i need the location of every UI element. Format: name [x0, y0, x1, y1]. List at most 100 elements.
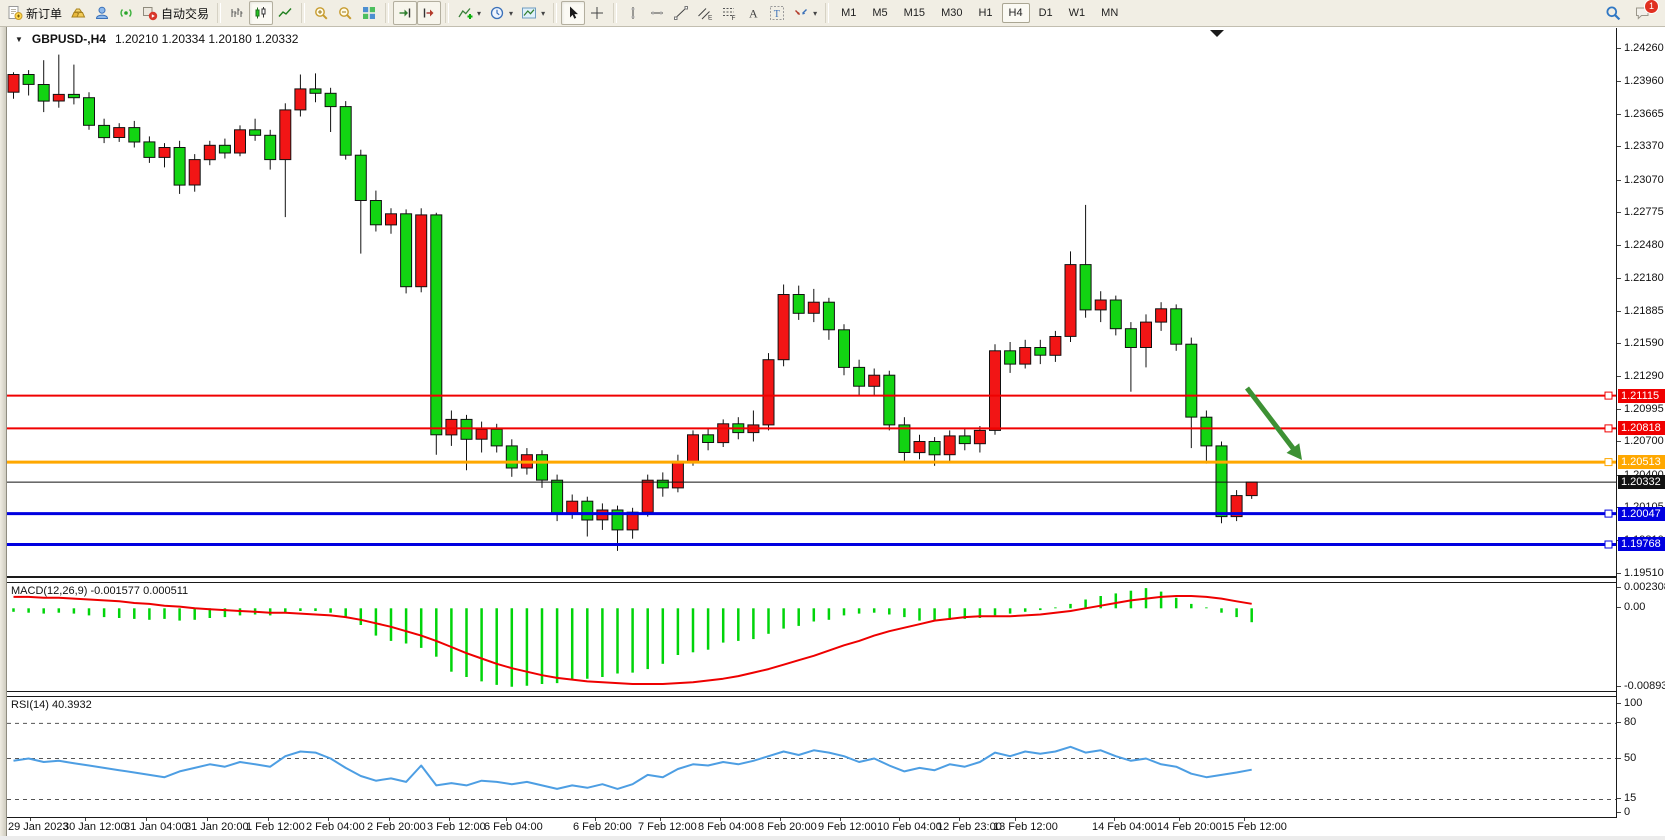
price-axis-tick-label: 1.19510	[1624, 567, 1664, 579]
time-axis-label: 6 Feb 20:00	[573, 821, 632, 833]
price-level-label: 1.20332	[1618, 475, 1665, 490]
timeframe-mn-button[interactable]: MN	[1101, 7, 1119, 19]
timeframe-w1-button[interactable]: W1	[1068, 7, 1086, 19]
time-axis-label: 2 Feb 04:00	[306, 821, 365, 833]
price-axis-tick-label: 1.22775	[1624, 206, 1664, 219]
window-left-edge	[0, 27, 7, 840]
indicator-axis-label: 0.002308	[1624, 581, 1665, 593]
indicator-axis-label: 15	[1624, 792, 1637, 805]
templates-icon	[522, 7, 537, 19]
annotation-arrow[interactable]	[1245, 386, 1298, 454]
macd-svg[interactable]	[7, 583, 1616, 691]
symbol-dropdown-icon[interactable]: ▼	[15, 34, 23, 44]
main-chart-canvas[interactable]: ▼ GBPUSD-,H4 1.20210 1.20334 1.20180 1.2…	[7, 28, 1616, 578]
price-axis-tick-label: 1.21885	[1624, 304, 1664, 317]
vertical-line-button[interactable]	[621, 1, 645, 25]
rsi-panel[interactable]: RSI(14) 40.3932	[7, 696, 1616, 818]
linechart-icon	[278, 8, 292, 17]
auto-trading-button-label: 自动交易	[161, 6, 210, 21]
toolbar: 新订单 自动交易 ▾ ▾ ▾ E F A T ▾ M1 M5 M15 M30 H1 H4 D1 W1 MN 1	[0, 0, 1665, 27]
indicator-axis-tick	[1617, 722, 1621, 724]
text-button[interactable]: A	[741, 1, 765, 25]
fibonacci-button[interactable]: F	[717, 1, 741, 25]
price-axis[interactable]: 1.24260 1.23960 1.23665 1.23370 1.23070 1.227…	[1617, 28, 1665, 836]
price-level-label: 1.21115	[1618, 388, 1665, 403]
chart-shift-button[interactable]	[417, 1, 442, 25]
time-axis-label: 14 Feb 20:00	[1157, 821, 1222, 833]
timeframe-m15-button[interactable]: M15	[903, 7, 926, 19]
time-axis-label: 10 Feb 04:00	[877, 821, 942, 833]
text-label-button[interactable]: T	[765, 1, 789, 25]
timeframe-h1-button[interactable]: H1	[978, 7, 993, 19]
templates-button[interactable]: ▾	[517, 1, 549, 25]
tile-windows-button[interactable]	[357, 1, 381, 25]
chevron-down-icon[interactable]: ▾	[541, 8, 546, 18]
timeframe-m30-button[interactable]: M30	[941, 7, 963, 19]
indicators-button[interactable]: ▾	[453, 1, 485, 25]
chevron-down-icon[interactable]: ▾	[509, 8, 514, 18]
time-axis[interactable]: 29 Jan 2023 30 Jan 12:00 31 Jan 04:00 31 Ja…	[7, 818, 1616, 836]
time-axis-label: 2 Feb 20:00	[367, 821, 426, 833]
macd-panel[interactable]: MACD(12,26,9) -0.001577 0.000511	[7, 582, 1616, 692]
search-button[interactable]	[1601, 1, 1625, 25]
periods-button[interactable]: ▾	[485, 1, 517, 25]
price-axis-tick	[1617, 244, 1621, 246]
price-axis-tick-label: 1.20700	[1624, 435, 1664, 448]
price-axis-tick	[1617, 146, 1621, 148]
rsi-svg[interactable]	[7, 697, 1616, 817]
cursor-button[interactable]	[561, 1, 586, 25]
notification-badge: 1	[1644, 0, 1659, 14]
cursor-icon	[570, 6, 579, 19]
horizontal-line-button[interactable]	[645, 1, 669, 25]
chevron-down-icon[interactable]: ▾	[813, 8, 818, 18]
equidistant-channel-button[interactable]: E	[693, 1, 717, 25]
price-chart-svg[interactable]	[7, 28, 1616, 576]
time-axis-label: 30 Jan 12:00	[63, 821, 127, 833]
shift-end-icon	[423, 8, 434, 18]
candlestick-chart-button[interactable]	[249, 1, 274, 25]
indicator-axis-tick	[1617, 812, 1621, 813]
new-order-button[interactable]: 新订单	[3, 1, 66, 25]
arrows-button[interactable]: ▾	[789, 1, 821, 25]
indicator-axis-label: 50	[1624, 751, 1637, 764]
price-axis-tick-label: 1.23370	[1624, 140, 1664, 153]
notifications-button[interactable]: 1	[1631, 0, 1659, 25]
price-axis-tick-label: 1.23665	[1624, 107, 1664, 120]
time-axis-label: 8 Feb 04:00	[698, 821, 757, 833]
trendline-button[interactable]	[669, 1, 693, 25]
auto-scroll-button[interactable]	[393, 1, 418, 25]
price-axis-tick	[1617, 441, 1621, 443]
time-axis-tick	[1114, 818, 1115, 821]
arrows-icon	[795, 9, 808, 15]
price-axis-tick	[1617, 113, 1621, 115]
community-button[interactable]	[90, 1, 114, 25]
time-axis-label: 6 Feb 04:00	[484, 821, 543, 833]
timeframe-d1-button[interactable]: D1	[1038, 7, 1053, 19]
time-axis-label: 29 Jan 2023	[8, 821, 69, 833]
timeframe-m5-button[interactable]: M5	[872, 7, 888, 19]
market-watch-button[interactable]	[66, 1, 90, 25]
bar-chart-button[interactable]	[225, 1, 249, 25]
zoom-in-button[interactable]	[309, 1, 333, 25]
textT-icon: T	[770, 6, 785, 20]
chevron-down-icon[interactable]: ▾	[477, 8, 482, 18]
price-axis-tick	[1617, 277, 1621, 279]
zoom-out-button[interactable]	[333, 1, 357, 25]
svg-text:T: T	[774, 9, 780, 20]
timeframe-h4-button[interactable]: H4	[1001, 3, 1030, 23]
signals-button[interactable]	[114, 1, 138, 25]
candles-icon	[255, 7, 266, 19]
time-axis-tick	[30, 818, 31, 821]
price-axis-tick	[1617, 48, 1621, 49]
timeframe-m1-button[interactable]: M1	[841, 7, 857, 19]
crosshair-button[interactable]	[585, 1, 609, 25]
toolbar-separator	[613, 3, 618, 23]
line-chart-button[interactable]	[273, 1, 297, 25]
price-axis-tick-label: 1.21290	[1624, 370, 1664, 383]
zoom-in-icon	[315, 7, 328, 20]
time-axis-tick	[506, 818, 507, 821]
scroll-end-icon	[399, 8, 411, 18]
auto-trading-button[interactable]: 自动交易	[138, 1, 213, 25]
search-icon	[1606, 6, 1621, 21]
